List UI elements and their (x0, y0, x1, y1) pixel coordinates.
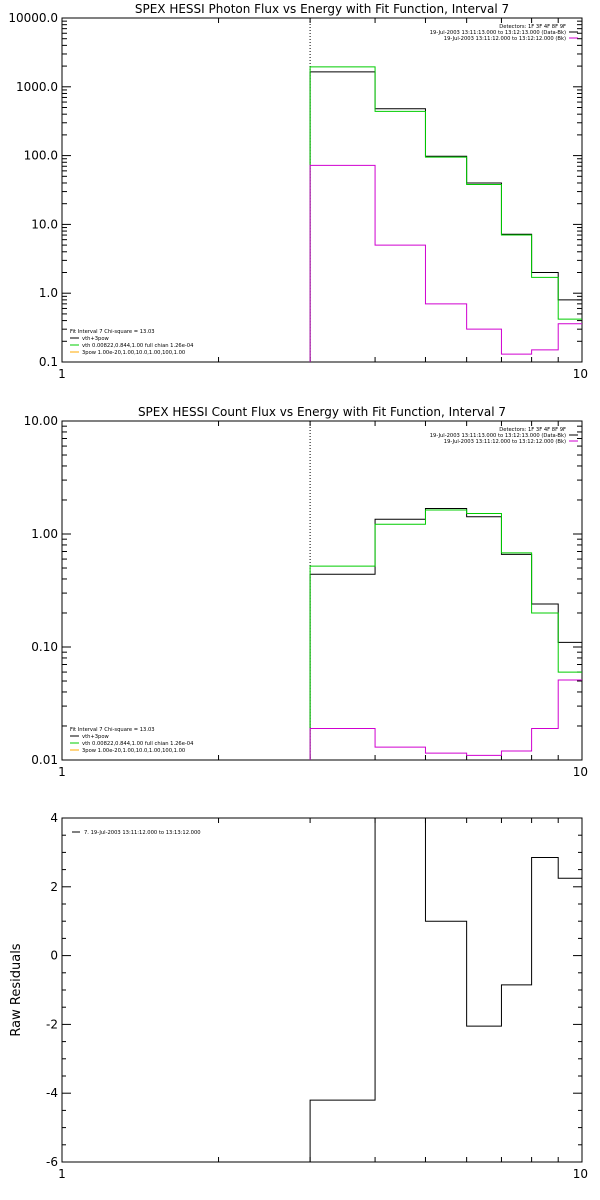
legend-top-left-entry: 7. 19-Jul-2003 13:11:12.000 to 13:13:12.… (84, 830, 201, 836)
legend-bottom-left-entry: 3pow 1.00e-20,1.00,10.0,1.00,100,1.00 (82, 748, 185, 754)
residual-series-line (309, 817, 582, 1162)
y-tick-label: -4 (46, 1086, 58, 1100)
legend-top-right-entry: 19-Jul-2003 13:11:12.000 to 13:12:12.000… (444, 36, 566, 42)
y-tick-label: 4 (50, 811, 58, 825)
y-tick-label: 10000.0 (8, 11, 58, 25)
x-tick-label: 10 (573, 765, 588, 779)
legend-top-right-entry: Detectors: 1F 3F 4F 8F 9F (499, 427, 566, 433)
chart-title: SPEX HESSI Photon Flux vs Energy with Fi… (135, 2, 509, 16)
y-tick-label: 1000.0 (16, 80, 58, 94)
legend-bottom-left-entry: vth+3pow (82, 336, 110, 342)
y-tick-label: -2 (46, 1017, 58, 1031)
y-tick-label: 0.1 (39, 355, 58, 369)
legend-top-right-entry: 19-Jul-2003 13:11:13.000 to 13:12:13.000… (430, 433, 566, 439)
y-tick-label: 100.0 (24, 149, 58, 163)
legend-bottom-left-entry: Fit Interval 7 Chi-square = 13.03 (70, 727, 155, 733)
y-axis-label: Raw Residuals (9, 943, 24, 1036)
legend-top-right-entry: Detectors: 1F 3F 4F 8F 9F (499, 24, 566, 30)
y-tick-label: 0.10 (31, 640, 58, 654)
x-tick-label: 1 (58, 1167, 66, 1181)
plot-frame (61, 17, 583, 363)
data-bk-series-line (309, 71, 582, 362)
bk-series-line (309, 164, 582, 362)
y-tick-label: 1.00 (31, 527, 58, 541)
vth-3pow-series-line (309, 509, 582, 760)
y-tick-label: 0 (50, 949, 58, 963)
legend-bottom-left-entry: vth+3pow (82, 734, 110, 740)
data-bk-series-line (309, 508, 582, 760)
plot-frame (61, 817, 583, 1163)
legend-bottom-left-entry: Fit Interval 7 Chi-square = 13.03 (70, 329, 155, 335)
y-tick-label: -6 (46, 1155, 58, 1169)
vth-3pow-series-line (309, 66, 582, 362)
x-tick-label: 1 (58, 765, 66, 779)
x-tick-label: 10 (573, 1167, 588, 1181)
x-tick-label: 1 (58, 367, 66, 381)
photon-flux-panel: SPEX HESSI Photon Flux vs Energy with Fi… (8, 2, 588, 381)
chart-title: SPEX HESSI Count Flux vs Energy with Fit… (138, 405, 506, 419)
legend-bottom-left-entry: 3pow 1.00e-20,1.00,10.0,1.00,100,1.00 (82, 350, 185, 356)
y-tick-label: 2 (50, 880, 58, 894)
legend-top-right-entry: 19-Jul-2003 13:11:12.000 to 13:12:12.000… (444, 439, 566, 445)
count-flux-panel: SPEX HESSI Count Flux vs Energy with Fit… (24, 405, 588, 779)
x-tick-label: 10 (573, 367, 588, 381)
y-tick-label: 1.0 (39, 286, 58, 300)
legend-bottom-left-entry: vth 0.00822,0.844,1.00 full chian 1.26e-… (82, 343, 194, 349)
y-tick-label: 10.0 (31, 217, 58, 231)
bk-series-line (309, 679, 582, 760)
legend-bottom-left-entry: vth 0.00822,0.844,1.00 full chian 1.26e-… (82, 741, 194, 747)
plot-frame (61, 420, 583, 761)
y-tick-label: 10.00 (24, 414, 58, 428)
residuals-panel: 1 10 -6 -4 -2 0 2 4 Raw Residuals 7. 19-Jul-2003 … (9, 811, 588, 1181)
legend-top-right-entry: 19-Jul-2003 13:11:13.000 to 13:12:13.000… (430, 30, 566, 36)
y-tick-label: 0.01 (31, 753, 58, 767)
